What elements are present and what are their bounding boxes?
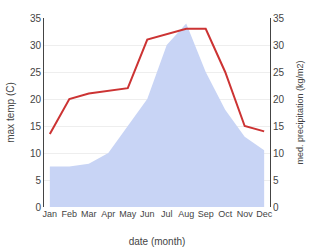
svg-text:15: 15 — [30, 121, 42, 132]
svg-text:Apr: Apr — [101, 209, 115, 219]
svg-text:10: 10 — [30, 148, 42, 159]
svg-text:30: 30 — [30, 40, 42, 51]
svg-text:Sep: Sep — [198, 209, 214, 219]
svg-text:Feb: Feb — [62, 209, 78, 219]
svg-text:Mar: Mar — [81, 209, 97, 219]
svg-text:0: 0 — [273, 202, 279, 213]
svg-text:Dec: Dec — [256, 209, 273, 219]
svg-text:35: 35 — [30, 13, 42, 24]
svg-text:Jan: Jan — [43, 209, 58, 219]
svg-text:25: 25 — [30, 67, 42, 78]
svg-text:15: 15 — [273, 121, 285, 132]
svg-text:med. precipitation (kg/m2): med. precipitation (kg/m2) — [295, 60, 305, 164]
svg-text:Oct: Oct — [218, 209, 233, 219]
svg-text:10: 10 — [273, 148, 285, 159]
svg-text:May: May — [119, 209, 137, 219]
svg-text:25: 25 — [273, 67, 285, 78]
svg-text:20: 20 — [30, 94, 42, 105]
svg-text:Jul: Jul — [161, 209, 173, 219]
svg-text:5: 5 — [35, 175, 41, 186]
svg-text:date (month): date (month) — [129, 236, 186, 247]
svg-text:20: 20 — [273, 94, 285, 105]
svg-text:5: 5 — [273, 175, 279, 186]
svg-text:0: 0 — [35, 202, 41, 213]
svg-text:35: 35 — [273, 13, 285, 24]
svg-text:max temp (C): max temp (C) — [5, 82, 16, 143]
svg-text:Jun: Jun — [140, 209, 155, 219]
svg-text:Nov: Nov — [237, 209, 254, 219]
svg-text:30: 30 — [273, 40, 285, 51]
svg-text:Aug: Aug — [178, 209, 194, 219]
